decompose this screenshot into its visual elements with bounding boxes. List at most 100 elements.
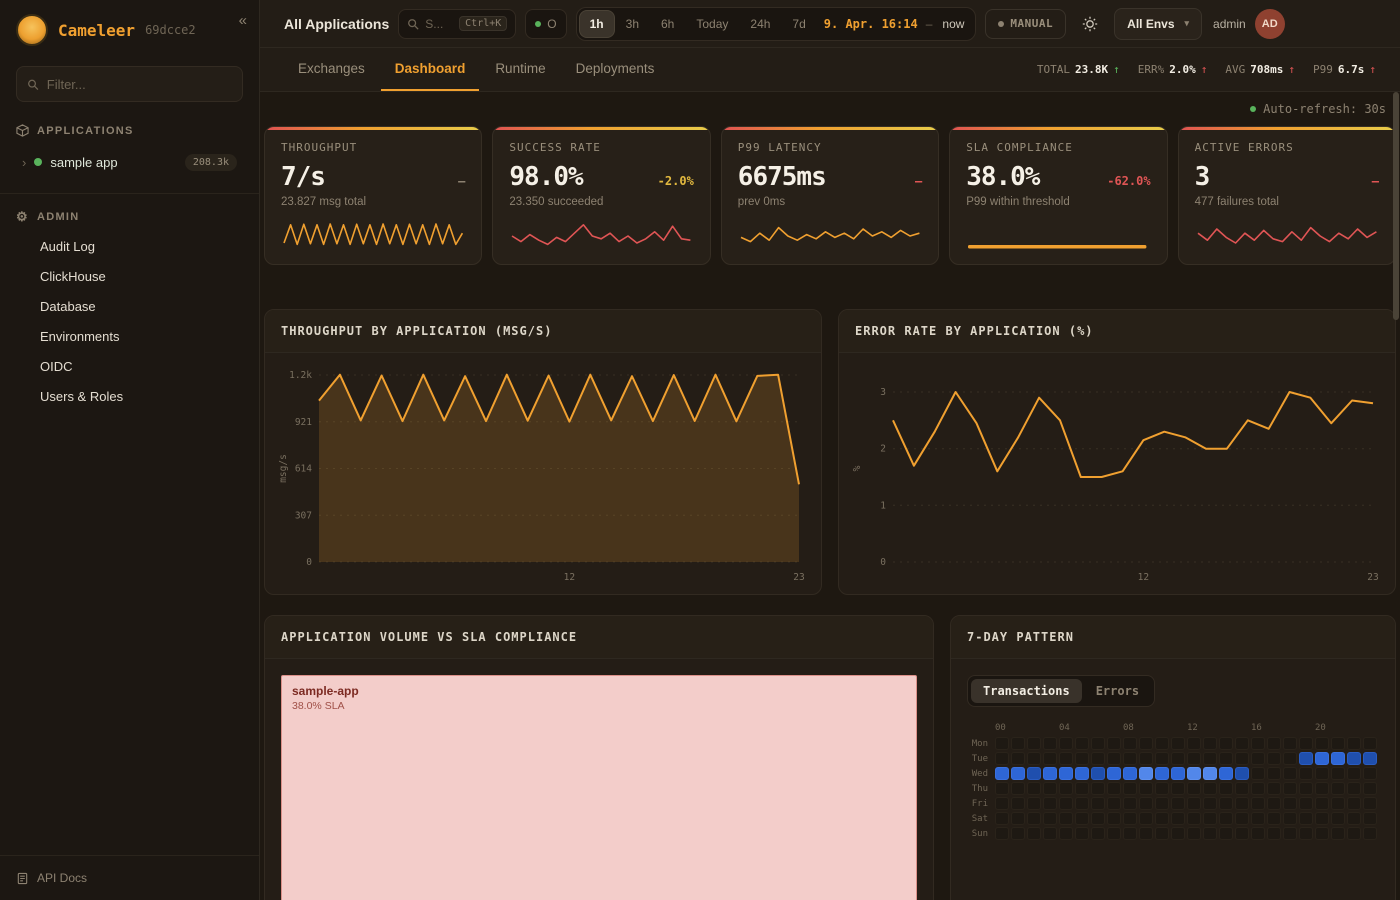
heatmap-cell [1267, 797, 1281, 810]
current-datetime[interactable]: 9. Apr. 16:14 [823, 16, 918, 31]
app-instance-id: 69dcce2 [145, 23, 196, 37]
heatmap-cell [1011, 827, 1025, 840]
heatmap-cell [1347, 782, 1361, 795]
range-button-24h[interactable]: 24h [740, 11, 780, 37]
heatmap-day-label: Tue [971, 753, 988, 764]
range-button-1h[interactable]: 1h [579, 10, 614, 37]
heatmap-cell [1139, 737, 1153, 750]
stat-err: ERR% 2.0% ↑ [1138, 63, 1208, 76]
toggle-transactions[interactable]: Transactions [971, 679, 1082, 703]
tab-runtime[interactable]: Runtime [495, 61, 546, 76]
heatmap-cell [1235, 737, 1249, 750]
sidebar: Cameleer 69dcce2 « APPLICATIONS › sample… [0, 0, 260, 900]
arrow-up-icon: ↑ [1369, 63, 1376, 76]
sidebar-item-users-roles[interactable]: Users & Roles [40, 388, 124, 404]
range-button-7d[interactable]: 7d [782, 11, 815, 37]
panel-title: THROUGHPUT BY APPLICATION (MSG/S) [265, 310, 821, 353]
treemap-node[interactable]: sample-app 38.0% SLA [281, 675, 917, 900]
heatmap-cell [1347, 827, 1361, 840]
range-button-today[interactable]: Today [686, 11, 738, 37]
heatmap-hour-labels: 00 04 08 12 16 20 [995, 723, 1379, 733]
gear-icon: ⚙ [16, 209, 29, 224]
heatmap-cell [1123, 797, 1137, 810]
stat-cards-row: THROUGHPUT 7/s – 23.827 msg total SUCCESS… [264, 126, 1396, 265]
sidebar-filter[interactable] [16, 66, 243, 102]
sidebar-item-database[interactable]: Database [40, 298, 96, 314]
stat-card-title: ACTIVE ERRORS [1194, 141, 1294, 154]
stat-card-sla-compliance: SLA COMPLIANCE 38.0% -62.0% P99 within th… [949, 126, 1168, 265]
tab-exchanges[interactable]: Exchanges [298, 61, 365, 76]
sidebar-header: Cameleer 69dcce2 [0, 0, 259, 60]
heatmap-cell [1363, 752, 1377, 765]
sidebar-item-environments[interactable]: Environments [40, 328, 120, 344]
manual-label: MANUAL [1010, 17, 1054, 30]
heatmap-cell [1363, 737, 1377, 750]
heatmap-cell [1027, 767, 1041, 780]
heatmap-cell [1043, 797, 1057, 810]
heatmap-cell [1171, 797, 1185, 810]
heatmap-cell [1059, 797, 1073, 810]
sidebar-collapse-icon[interactable]: « [238, 12, 247, 29]
heatmap-cell [1203, 737, 1217, 750]
heatmap-cell [1235, 752, 1249, 765]
scrollbar-thumb[interactable] [1393, 92, 1399, 320]
svg-text:307: 307 [295, 510, 312, 521]
heatmap-cell [1299, 737, 1313, 750]
now-button[interactable]: now [942, 16, 965, 31]
heatmap-cell [1075, 797, 1089, 810]
throughput-area-chart: 0 307 614 921 1.2k 12 23 msg/s [278, 370, 805, 583]
global-search[interactable]: S... Ctrl+K [398, 8, 517, 39]
user-avatar[interactable]: AD [1254, 8, 1285, 39]
heatmap-cell [1027, 827, 1041, 840]
svg-text:%: % [852, 465, 863, 471]
sidebar-item-clickhouse[interactable]: ClickHouse [40, 268, 106, 284]
filter-input[interactable] [46, 76, 232, 92]
heatmap-cell [1267, 752, 1281, 765]
heatmap-row: Wed [967, 767, 1379, 780]
heatmap-cell [1235, 797, 1249, 810]
stat-card-value: 3 [1194, 162, 1211, 192]
env-selector-dropdown[interactable]: All Envs ▾ [1114, 7, 1203, 40]
heatmap-cell [1203, 797, 1217, 810]
stat-value: 6.7s [1337, 63, 1365, 76]
document-icon [17, 872, 28, 884]
heatmap-cell [1187, 797, 1201, 810]
heatmap-cell [1363, 812, 1377, 825]
range-button-3h[interactable]: 3h [616, 11, 649, 37]
heatmap-cell [1347, 767, 1361, 780]
heatmap-cell [1059, 782, 1073, 795]
heatmap-cell [1187, 782, 1201, 795]
heatmap-cell [1123, 767, 1137, 780]
heatmap-cell [1203, 827, 1217, 840]
app-name-label: sample app [50, 154, 118, 170]
toggle-errors[interactable]: Errors [1084, 679, 1151, 703]
tab-dashboard[interactable]: Dashboard [380, 48, 480, 91]
search-icon [28, 79, 39, 90]
heatmap-day-label: Wed [971, 768, 988, 779]
range-button-6h[interactable]: 6h [651, 11, 684, 37]
heatmap-cell [1123, 782, 1137, 795]
heatmap-cell [1091, 797, 1105, 810]
live-status-indicator[interactable]: O [525, 8, 567, 39]
heatmap-cell [1251, 797, 1265, 810]
heatmap-cell [1251, 812, 1265, 825]
heatmap-day-label: Thu [971, 783, 988, 794]
stat-card-value: 7/s [281, 162, 326, 192]
sidebar-item-audit-log[interactable]: Audit Log [40, 238, 95, 254]
heatmap-day-label: Sun [971, 828, 988, 839]
heatmap-cell [1091, 782, 1105, 795]
api-docs-link[interactable]: API Docs [0, 855, 259, 900]
pattern-toggle-group: Transactions Errors [967, 675, 1156, 707]
tab-deployments[interactable]: Deployments [575, 61, 655, 76]
sidebar-item-oidc[interactable]: OIDC [40, 358, 73, 374]
stat-card-active-errors: ACTIVE ERRORS 3 – 477 failures total [1177, 126, 1396, 265]
heatmap-cell [1267, 827, 1281, 840]
theme-toggle-button[interactable] [1075, 9, 1105, 39]
sidebar-item-sample-app[interactable]: › sample app 208.3k [16, 145, 243, 179]
arrow-up-icon: ↑ [1200, 63, 1208, 76]
manual-status-dot [998, 20, 1005, 27]
heatmap-cell [1107, 737, 1121, 750]
heatmap-cell [995, 767, 1009, 780]
heatmap-cell [1251, 752, 1265, 765]
manual-mode-button[interactable]: MANUAL [985, 8, 1067, 39]
